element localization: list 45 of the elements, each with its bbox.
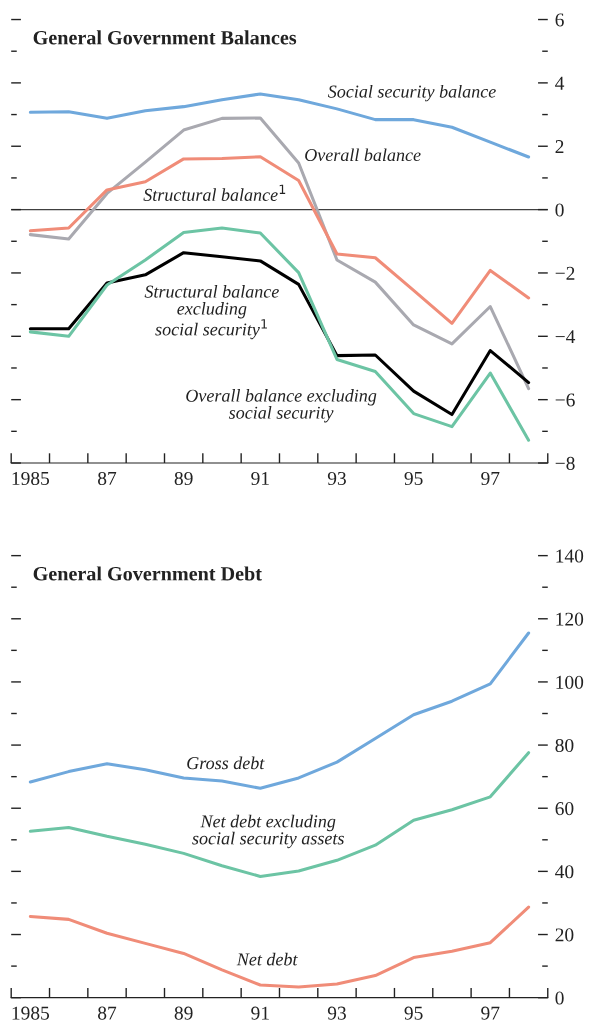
y-tick-label: 140 bbox=[556, 549, 584, 563]
x-tick-label: 97 bbox=[481, 1006, 500, 1020]
y-tick-label: 20 bbox=[555, 928, 574, 942]
x-tick-label: 93 bbox=[327, 1006, 346, 1020]
x-tick-label: 89 bbox=[174, 471, 193, 486]
series-label: Overall balance bbox=[305, 148, 421, 162]
series-label: Gross debt bbox=[187, 756, 265, 770]
y-tick-label: 120 bbox=[556, 612, 584, 626]
line-series bbox=[28, 631, 531, 790]
y-tick-label: 60 bbox=[555, 802, 574, 816]
y-tick-label: 0 bbox=[555, 991, 564, 1005]
x-tick-label: 1985 bbox=[12, 1006, 50, 1020]
x-tick-label: 93 bbox=[327, 471, 346, 486]
x-tick-label: 89 bbox=[174, 1006, 193, 1020]
y-tick-label: 2 bbox=[555, 140, 564, 153]
line-series bbox=[28, 226, 531, 442]
line-series bbox=[28, 751, 531, 878]
x-tick-label: 1985 bbox=[12, 471, 50, 486]
line-series bbox=[28, 116, 531, 391]
x-tick-label: 87 bbox=[98, 471, 117, 486]
x-tick-label: 87 bbox=[98, 1006, 117, 1020]
series-label: Structural balance excluding social security$^{1}$ bbox=[144, 285, 279, 340]
y-tick-label: −2 bbox=[555, 266, 575, 280]
y-tick-label: 6 bbox=[555, 13, 564, 27]
series-label: Net debt excluding social security assets bbox=[192, 814, 344, 849]
y-tick-label: −6 bbox=[555, 393, 575, 407]
x-tick-label: 91 bbox=[251, 471, 269, 486]
x-tick-label: 95 bbox=[404, 471, 423, 486]
y-tick-label: −4 bbox=[555, 330, 576, 344]
chart-title: General Government Balances bbox=[33, 30, 297, 45]
y-tick-label: 100 bbox=[556, 675, 584, 689]
x-tick-label: 95 bbox=[404, 1006, 423, 1020]
y-tick-label: 0 bbox=[555, 203, 564, 217]
y-tick-label: 4 bbox=[555, 76, 565, 90]
line-series bbox=[28, 905, 531, 989]
y-tick-label: 80 bbox=[555, 738, 574, 753]
series-label: Structural balance$^{1}$ bbox=[143, 184, 286, 202]
series-label: Social security balance bbox=[327, 84, 496, 102]
x-tick-label: 97 bbox=[481, 471, 500, 486]
chart-title: General Government Debt bbox=[33, 566, 262, 581]
y-tick-label: −8 bbox=[555, 456, 575, 470]
series-label: Overall balance excluding social security bbox=[186, 389, 377, 423]
x-tick-label: 91 bbox=[251, 1006, 269, 1020]
series-label: Net debt bbox=[236, 952, 298, 966]
y-tick-label: 40 bbox=[555, 865, 574, 879]
